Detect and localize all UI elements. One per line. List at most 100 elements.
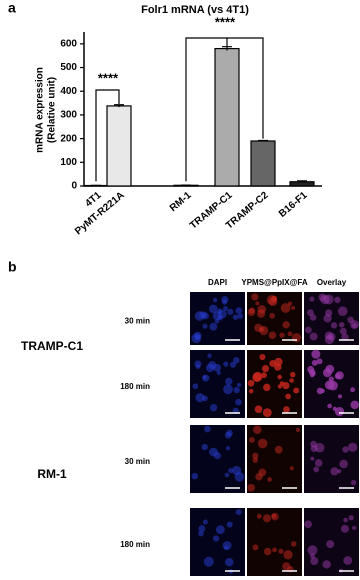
cell bbox=[216, 370, 221, 375]
cell bbox=[337, 469, 342, 474]
cell bbox=[209, 447, 218, 457]
cell bbox=[350, 400, 360, 410]
cell bbox=[352, 525, 357, 531]
cell bbox=[209, 322, 218, 331]
cell bbox=[337, 394, 343, 399]
cell bbox=[324, 380, 335, 390]
cell bbox=[223, 306, 229, 312]
bracket bbox=[185, 37, 264, 182]
cell bbox=[307, 545, 318, 556]
cell bbox=[341, 333, 349, 341]
cell bbox=[258, 468, 267, 477]
cell bbox=[195, 364, 201, 370]
cell bbox=[212, 535, 220, 542]
cell bbox=[291, 305, 296, 310]
cell bbox=[339, 327, 347, 335]
cell bbox=[332, 406, 337, 411]
y-tick-label: 200 bbox=[60, 133, 77, 144]
cell bbox=[198, 525, 206, 533]
cell bbox=[282, 562, 291, 571]
cell bbox=[203, 556, 214, 567]
cell bbox=[252, 457, 258, 463]
significance: **** bbox=[98, 70, 119, 85]
cell bbox=[310, 371, 316, 376]
cell bbox=[285, 393, 291, 400]
cell bbox=[248, 388, 254, 394]
cell bbox=[236, 382, 242, 387]
cell bbox=[257, 304, 267, 314]
cell bbox=[271, 513, 277, 519]
y-axis-label: mRNA expression bbox=[35, 67, 46, 153]
error-bar bbox=[222, 46, 232, 51]
cell bbox=[224, 472, 230, 478]
cell bbox=[316, 387, 324, 395]
error-bar bbox=[258, 139, 268, 142]
cell bbox=[212, 311, 222, 321]
y-tick-label: 400 bbox=[60, 86, 77, 97]
time-label: 180 min bbox=[120, 540, 150, 549]
y-axis-label: (Relative unit) bbox=[47, 77, 58, 143]
cell bbox=[305, 326, 312, 334]
cell bbox=[201, 443, 208, 451]
cell bbox=[279, 332, 285, 338]
cell bbox=[279, 381, 285, 386]
cell bbox=[207, 353, 212, 358]
cell bbox=[287, 301, 293, 306]
time-label: 30 min bbox=[125, 457, 150, 466]
cell bbox=[203, 425, 211, 433]
cell bbox=[337, 306, 348, 316]
cell bbox=[202, 323, 208, 329]
column-header: YPMS@PpIX@FA bbox=[241, 278, 308, 287]
cell bbox=[330, 322, 338, 329]
cell bbox=[254, 323, 263, 332]
cell bbox=[311, 359, 318, 366]
cell bbox=[259, 354, 266, 361]
panel-label: a bbox=[8, 0, 16, 16]
micrograph bbox=[190, 508, 245, 576]
cell bbox=[287, 331, 293, 337]
cell bbox=[325, 364, 335, 374]
cell bbox=[283, 550, 293, 560]
cell bbox=[323, 314, 332, 323]
bar bbox=[250, 140, 276, 187]
cell bbox=[311, 349, 321, 359]
cell bbox=[282, 321, 290, 329]
cell bbox=[215, 525, 225, 535]
column-header: DAPI bbox=[208, 278, 227, 287]
cell bbox=[323, 294, 334, 305]
cell bbox=[350, 387, 356, 393]
cell bbox=[272, 547, 277, 553]
time-label: 180 min bbox=[120, 382, 150, 391]
cell bbox=[206, 363, 215, 373]
cell bbox=[233, 386, 240, 394]
y-tick-label: 100 bbox=[60, 157, 77, 168]
cell bbox=[255, 301, 260, 306]
panel-label: b bbox=[8, 259, 17, 275]
cell bbox=[235, 398, 242, 406]
cell bbox=[342, 446, 349, 453]
cell bbox=[263, 547, 272, 556]
y-tick-label: 600 bbox=[60, 38, 77, 49]
cell bbox=[277, 374, 282, 380]
cell bbox=[283, 406, 290, 413]
cell bbox=[338, 321, 345, 328]
cell bbox=[268, 331, 277, 340]
cell bbox=[334, 296, 341, 304]
cell bbox=[335, 371, 344, 380]
cell bbox=[208, 304, 218, 314]
cell bbox=[224, 545, 229, 550]
cell bbox=[222, 299, 228, 305]
cell bbox=[225, 446, 231, 451]
x-tick-label: B16-F1 bbox=[277, 190, 310, 220]
cell bbox=[293, 387, 300, 394]
cell bbox=[237, 313, 244, 319]
cell bbox=[202, 375, 207, 380]
cell bbox=[274, 445, 283, 454]
cell bbox=[262, 408, 272, 418]
cell bbox=[213, 297, 218, 303]
cell bbox=[261, 372, 267, 379]
cell bbox=[290, 371, 296, 378]
cell bbox=[304, 520, 312, 529]
cell bbox=[235, 509, 242, 516]
